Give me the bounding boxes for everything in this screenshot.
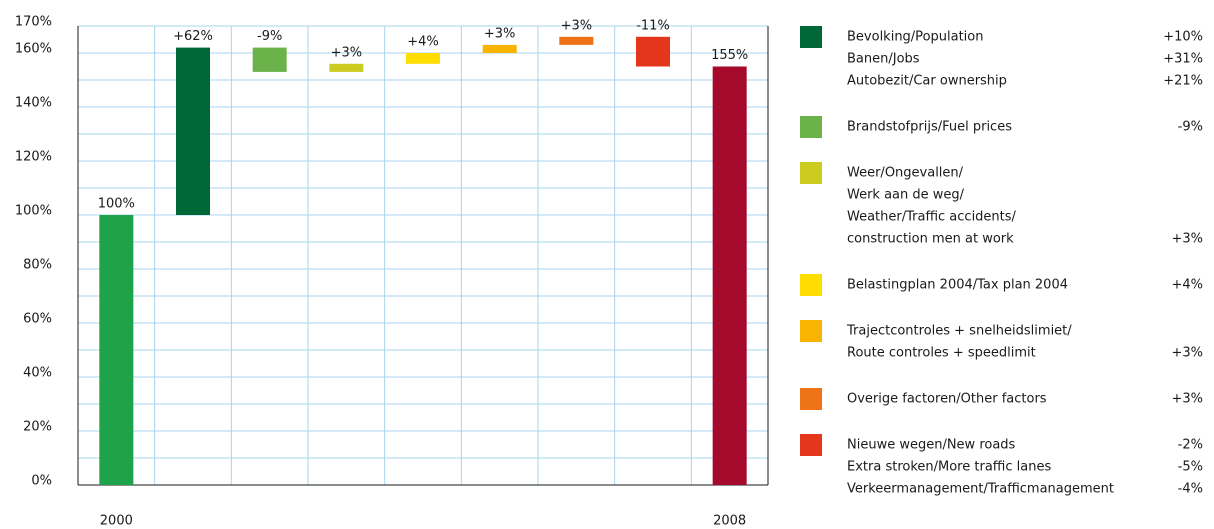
y-tick-label: 170%	[15, 15, 52, 30]
y-tick-label: 80%	[23, 258, 52, 273]
legend-swatch	[800, 388, 822, 410]
value-label: 155%	[711, 48, 748, 63]
legend-label: Overige factoren/Other factors	[847, 392, 1047, 407]
y-tick-label: 0%	[31, 474, 52, 489]
legend-swatch	[800, 274, 822, 296]
value-label: -9%	[257, 29, 282, 44]
y-tick-label: 20%	[23, 420, 52, 435]
legend-label: Belastingplan 2004/Tax plan 2004	[847, 278, 1068, 293]
legend-value: +3%	[1171, 346, 1203, 361]
legend-value: -9%	[1178, 120, 1203, 135]
bar	[559, 36, 594, 45]
legend-value: +3%	[1171, 392, 1203, 407]
bar	[252, 47, 287, 72]
value-label: +3%	[331, 45, 363, 60]
legend-label: Trajectcontroles + snelheidslimiet/	[846, 324, 1072, 339]
value-label: +62%	[173, 29, 213, 44]
value-label: +4%	[407, 35, 439, 50]
legend-value: +4%	[1171, 278, 1203, 293]
x-tick-label: 2000	[100, 514, 133, 529]
legend-label: Werk aan de weg/	[847, 188, 965, 203]
legend-value: +21%	[1163, 74, 1203, 89]
y-tick-label: 160%	[15, 42, 52, 57]
bar	[99, 215, 134, 485]
value-label: +3%	[484, 26, 516, 41]
x-tick-label: 2008	[713, 514, 746, 529]
value-label: -11%	[636, 18, 670, 33]
y-tick-label: 140%	[15, 96, 52, 111]
y-tick-label: 100%	[15, 204, 52, 219]
legend-swatch	[800, 434, 822, 456]
legend-value: -4%	[1178, 482, 1203, 497]
legend-label: Banen/Jobs	[847, 52, 920, 67]
y-tick-label: 60%	[23, 312, 52, 327]
legend-label: construction men at work	[847, 232, 1014, 247]
legend-label: Weer/Ongevallen/	[847, 166, 964, 181]
bar	[329, 63, 364, 72]
bar	[176, 47, 210, 215]
y-tick-label: 120%	[15, 150, 52, 165]
legend-value: +10%	[1163, 30, 1203, 45]
legend-value: -5%	[1178, 460, 1203, 475]
bar	[406, 53, 440, 64]
legend-swatch	[800, 116, 822, 138]
legend-label: Weather/Traffic accidents/	[847, 210, 1017, 225]
legend-label: Autobezit/Car ownership	[847, 74, 1007, 89]
bar	[712, 66, 747, 485]
legend-label: Nieuwe wegen/New roads	[847, 438, 1016, 453]
legend-value: -2%	[1178, 438, 1203, 453]
value-label: 100%	[98, 197, 135, 212]
bar	[636, 36, 670, 67]
legend-label: Bevolking/Population	[847, 30, 984, 45]
legend-value: +31%	[1163, 52, 1203, 67]
legend-label: Verkeermanagement/Trafficmanagement	[847, 482, 1114, 497]
value-label: +3%	[561, 18, 593, 33]
legend-value: +3%	[1171, 232, 1203, 247]
legend-label: Brandstofprijs/Fuel prices	[847, 120, 1012, 135]
legend-swatch	[800, 162, 822, 184]
y-tick-label: 40%	[23, 366, 52, 381]
legend-label: Route controles + speedlimit	[847, 346, 1036, 361]
legend-swatch	[800, 26, 822, 48]
legend-label: Extra stroken/More traffic lanes	[847, 460, 1051, 475]
bar	[482, 44, 517, 53]
legend-swatch	[800, 320, 822, 342]
